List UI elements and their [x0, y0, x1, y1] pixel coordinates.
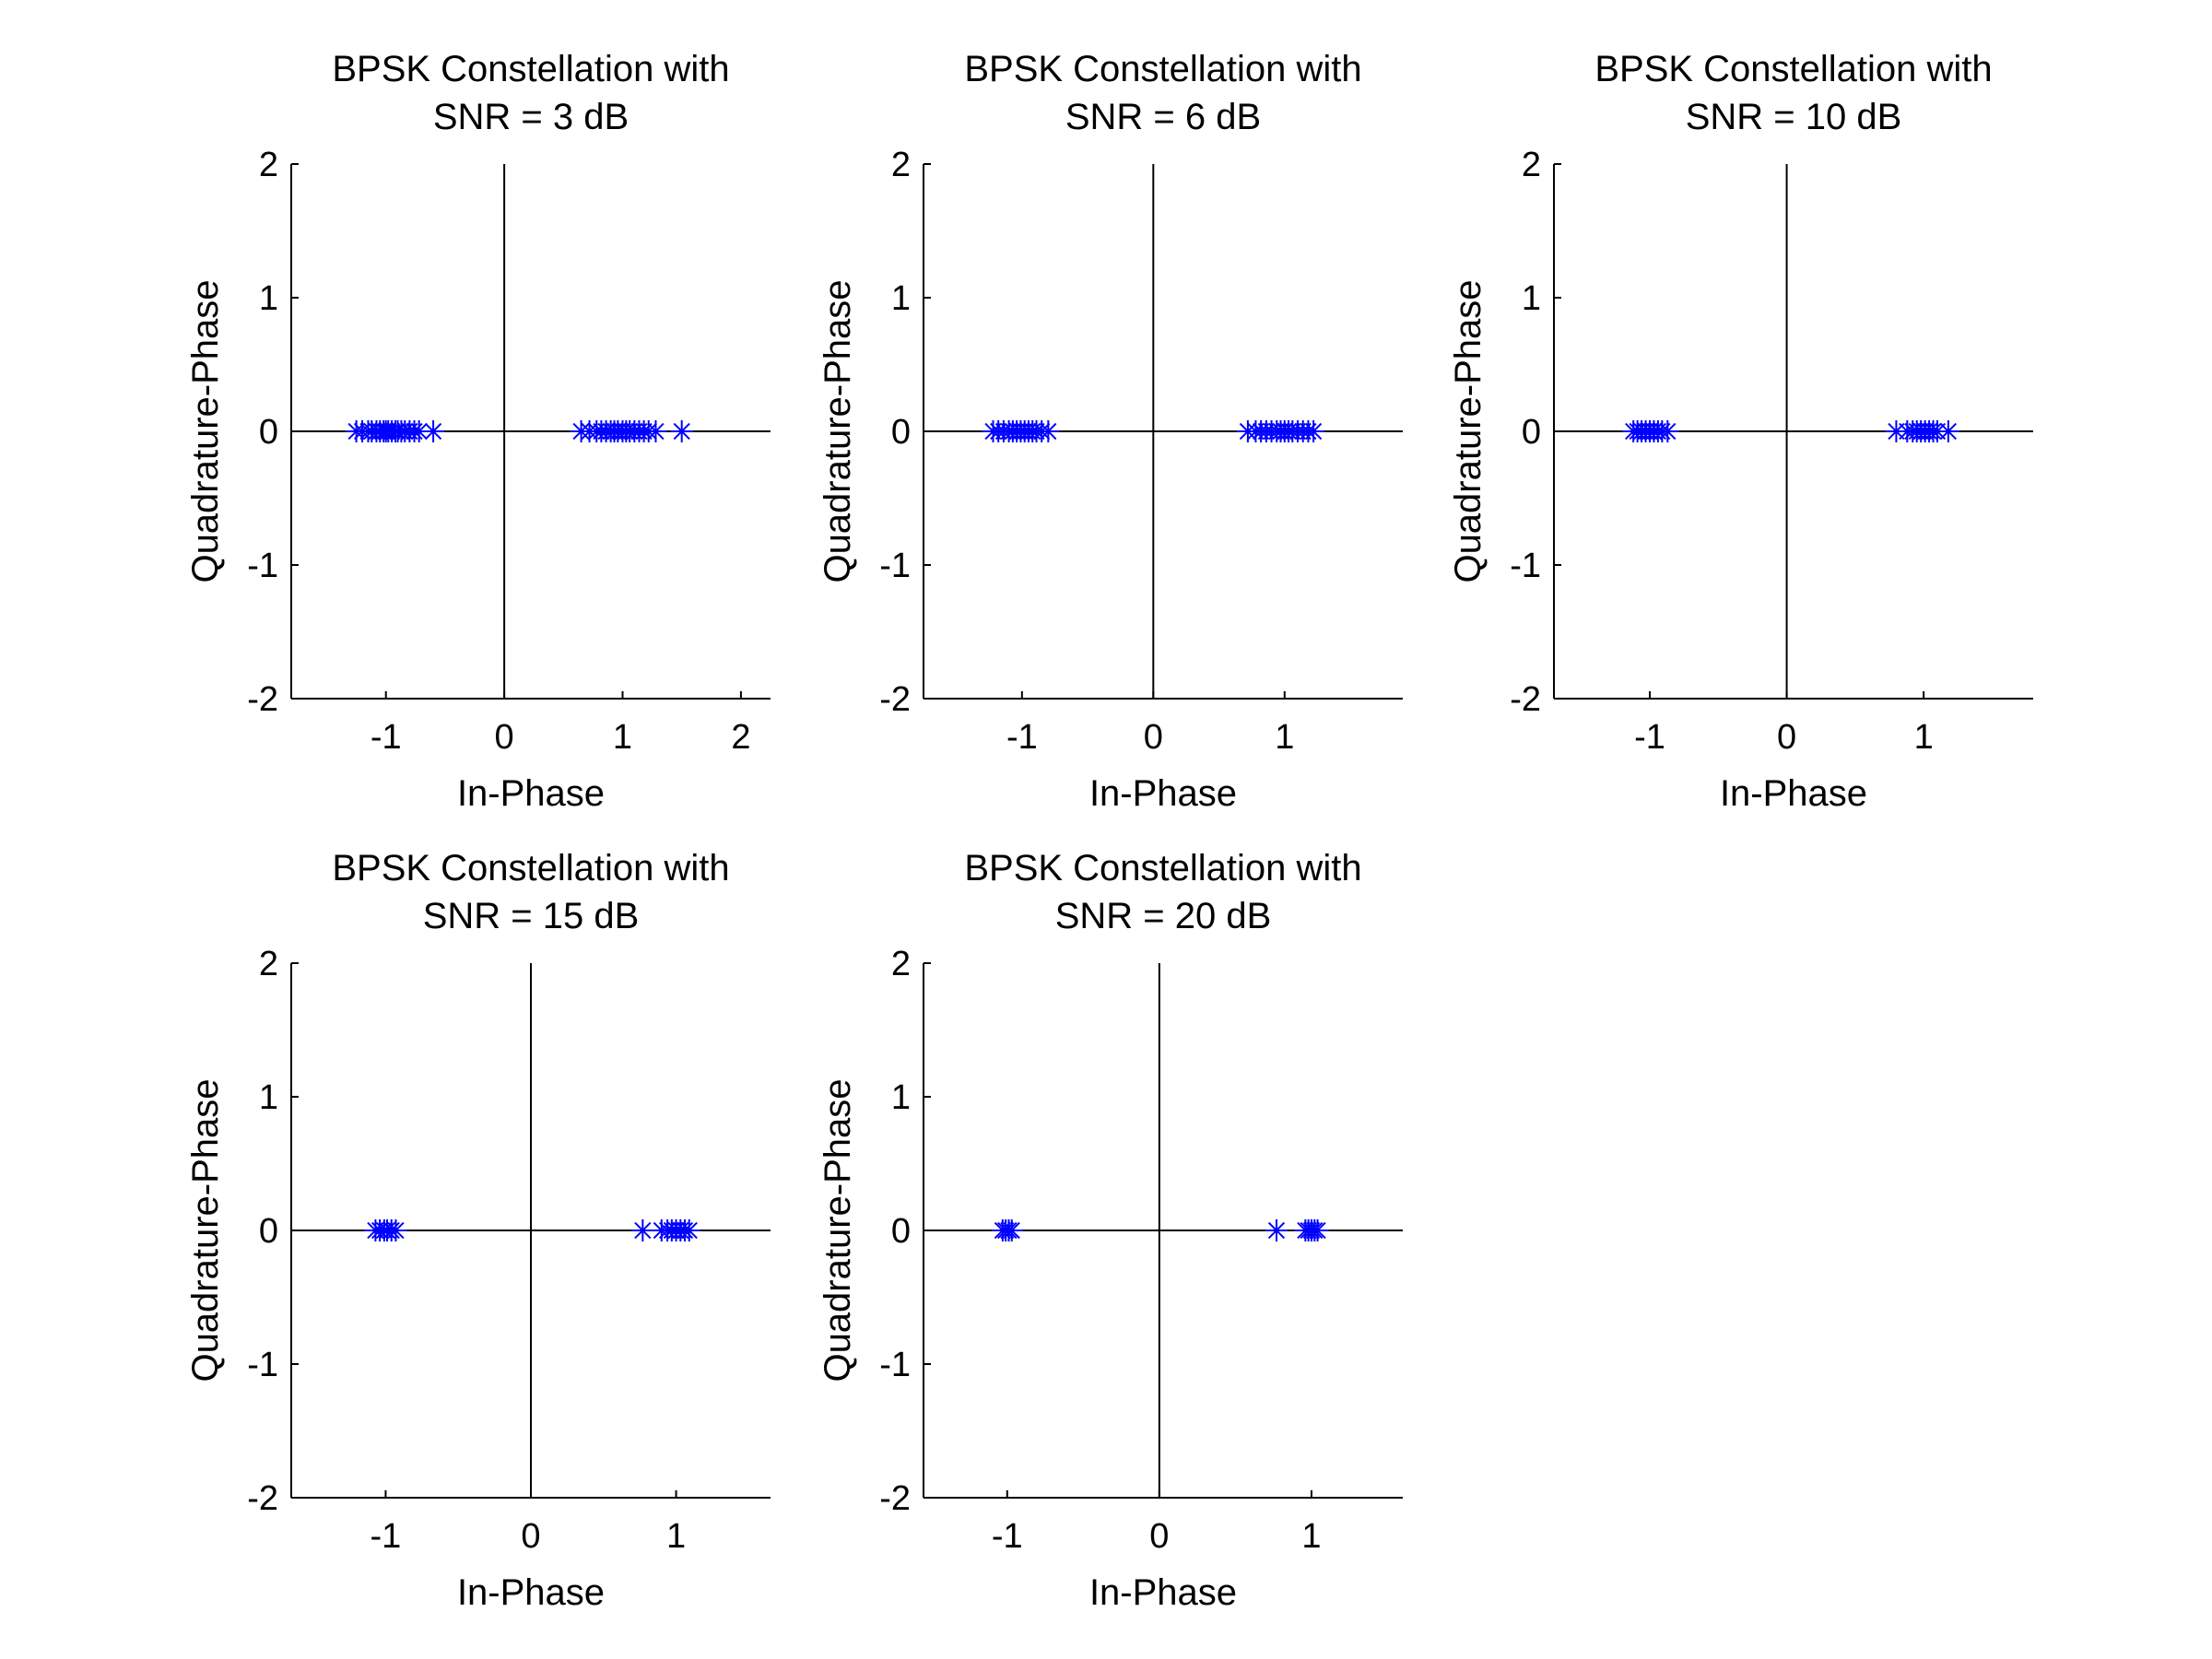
x-tick-label: 0: [1144, 718, 1163, 757]
subplot-title: BPSK Constellation with SNR = 20 dB: [964, 848, 1361, 936]
x-tick-label: 0: [1777, 718, 1796, 757]
y-tick-label: -1: [247, 547, 278, 585]
data-point: [422, 420, 445, 442]
y-tick-label: -2: [879, 1479, 911, 1518]
x-tick-label: -1: [371, 718, 402, 757]
y-tick-label: 2: [891, 146, 911, 184]
x-tick-label: -1: [371, 1517, 402, 1556]
data-point: [1265, 1219, 1288, 1241]
x-tick-label: 1: [613, 718, 632, 757]
y-tick-label: 1: [1522, 279, 1541, 318]
y-tick-label: 2: [259, 146, 278, 184]
y-tick-label: 1: [891, 1078, 911, 1117]
x-tick-label: 2: [731, 718, 750, 757]
y-tick-label: -2: [1510, 680, 1541, 719]
y-axis-label: Quadrature-Phase: [1448, 279, 1488, 582]
x-axis-label: In-Phase: [457, 1572, 605, 1613]
data-point: [1302, 420, 1325, 442]
x-tick-label: 0: [521, 1517, 540, 1556]
y-axis-label: Quadrature-Phase: [185, 1078, 226, 1382]
y-tick-label: -2: [247, 1479, 278, 1518]
y-tick-label: 0: [259, 413, 278, 452]
y-tick-label: -2: [247, 680, 278, 719]
data-point: [644, 420, 667, 442]
title-line: SNR = 6 dB: [1065, 97, 1261, 137]
y-tick-label: -1: [879, 1346, 911, 1384]
subplot-title: BPSK Constellation with SNR = 10 dB: [1594, 49, 1992, 137]
y-tick-label: -2: [879, 680, 911, 719]
x-tick-label: 0: [495, 718, 514, 757]
data-point: [1656, 420, 1679, 442]
data-point: [677, 1219, 700, 1241]
x-axis-label: In-Phase: [1720, 773, 1867, 814]
data-point: [384, 1219, 407, 1241]
title-line: BPSK Constellation with: [332, 49, 729, 89]
y-tick-label: -1: [247, 1346, 278, 1384]
data-point: [1037, 420, 1060, 442]
y-tick-label: -1: [1510, 547, 1541, 585]
x-tick-label: -1: [1006, 718, 1038, 757]
y-tick-label: -1: [879, 547, 911, 585]
x-tick-label: 1: [666, 1517, 686, 1556]
title-line: SNR = 3 dB: [433, 97, 629, 137]
x-tick-label: 1: [1914, 718, 1934, 757]
y-tick-label: 0: [891, 1212, 911, 1251]
data-point: [1000, 1219, 1023, 1241]
y-tick-label: 0: [1522, 413, 1541, 452]
subplot-1: BPSK Constellation with SNR = 3 dB -1 0 1 2 -2…: [185, 49, 771, 814]
x-tick-label: 1: [1275, 718, 1294, 757]
y-tick-label: 1: [259, 1078, 278, 1117]
y-tick-label: 1: [259, 279, 278, 318]
subplot-4: BPSK Constellation with SNR = 15 dB -1 0 1 -2…: [185, 848, 771, 1613]
y-axis-label: Quadrature-Phase: [818, 279, 858, 582]
x-tick-label: 0: [1149, 1517, 1169, 1556]
title-line: SNR = 20 dB: [1055, 896, 1272, 936]
x-tick-label: 1: [1301, 1517, 1321, 1556]
x-axis-label: In-Phase: [1089, 1572, 1237, 1613]
subplot-3: BPSK Constellation with SNR = 10 dB -1 0 1 -2…: [1448, 49, 2033, 814]
y-axis-label: Quadrature-Phase: [818, 1078, 858, 1382]
title-line: BPSK Constellation with: [1594, 49, 1992, 89]
title-line: BPSK Constellation with: [332, 848, 729, 888]
title-line: SNR = 10 dB: [1686, 97, 1902, 137]
x-tick-label: -1: [992, 1517, 1023, 1556]
subplot-5: BPSK Constellation with SNR = 20 dB -1 0 1 -2…: [818, 848, 1403, 1613]
title-line: BPSK Constellation with: [964, 848, 1361, 888]
data-point: [1936, 420, 1959, 442]
data-point: [1306, 1219, 1329, 1241]
title-line: SNR = 15 dB: [423, 896, 640, 936]
x-axis-label: In-Phase: [1089, 773, 1237, 814]
data-point: [631, 1219, 654, 1241]
title-line: BPSK Constellation with: [964, 49, 1361, 89]
y-axis-label: Quadrature-Phase: [185, 279, 226, 582]
y-tick-label: 0: [259, 1212, 278, 1251]
x-axis-label: In-Phase: [457, 773, 605, 814]
subplot-title: BPSK Constellation with SNR = 3 dB: [332, 49, 729, 137]
y-tick-label: 0: [891, 413, 911, 452]
y-tick-label: 2: [891, 945, 911, 983]
subplot-title: BPSK Constellation with SNR = 15 dB: [332, 848, 729, 936]
data-point: [670, 420, 693, 442]
subplot-2: BPSK Constellation with SNR = 6 dB -1 0 1 -2 -…: [818, 49, 1403, 814]
subplot-title: BPSK Constellation with SNR = 6 dB: [964, 49, 1361, 137]
y-tick-label: 1: [891, 279, 911, 318]
y-tick-label: 2: [1522, 146, 1541, 184]
x-tick-label: -1: [1634, 718, 1665, 757]
y-tick-label: 2: [259, 945, 278, 983]
